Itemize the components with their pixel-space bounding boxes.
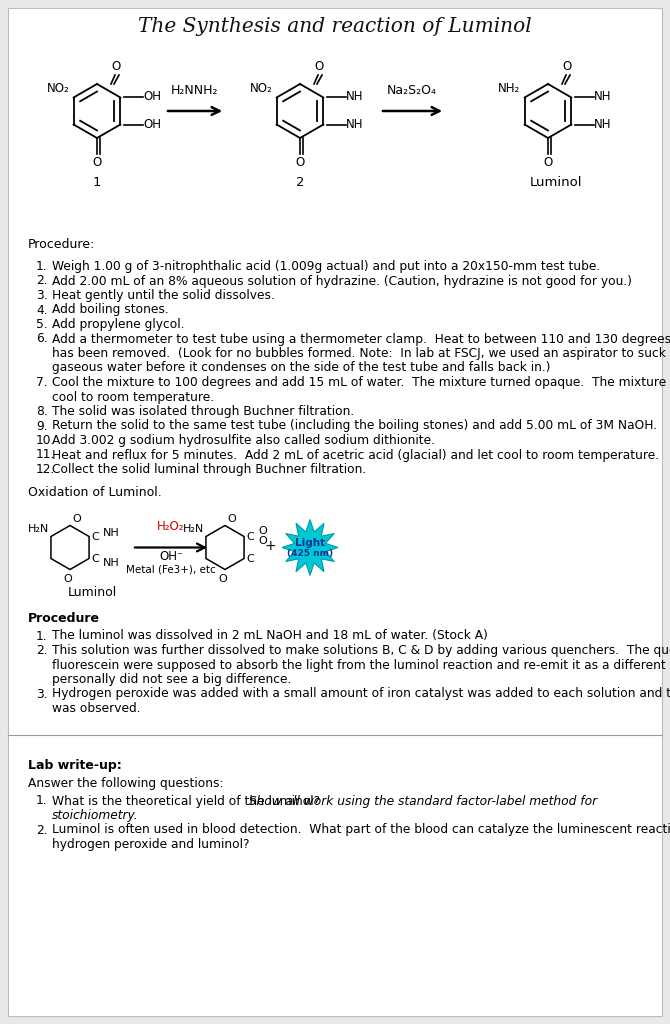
Text: NO₂: NO₂ <box>47 82 70 94</box>
Text: H₂N: H₂N <box>183 524 204 535</box>
Text: O: O <box>111 60 120 73</box>
Text: H₂O₂: H₂O₂ <box>157 520 185 534</box>
Text: Luminol is often used in blood detection.  What part of the blood can catalyze t: Luminol is often used in blood detection… <box>52 823 670 837</box>
Text: NH: NH <box>103 557 120 567</box>
Text: fluorescein were supposed to absorb the light from the luminol reaction and re-e: fluorescein were supposed to absorb the … <box>52 658 670 672</box>
Text: 3.: 3. <box>36 687 48 700</box>
Text: This solution was further dissolved to make solutions B, C & D by adding various: This solution was further dissolved to m… <box>52 644 670 657</box>
Text: H₂NNH₂: H₂NNH₂ <box>172 84 218 97</box>
Text: 1.: 1. <box>36 630 48 642</box>
Text: O: O <box>258 537 267 547</box>
Text: (425 nm): (425 nm) <box>287 549 333 558</box>
Text: The luminol was dissolved in 2 mL NaOH and 18 mL of water. (Stock A): The luminol was dissolved in 2 mL NaOH a… <box>52 630 488 642</box>
Text: 8.: 8. <box>36 406 48 418</box>
Text: Luminol: Luminol <box>68 586 117 598</box>
Text: 1: 1 <box>92 176 101 189</box>
Text: C: C <box>91 554 98 563</box>
Text: OH: OH <box>143 90 161 103</box>
Text: Add 3.002 g sodium hydrosulfite also called sodium dithionite.: Add 3.002 g sodium hydrosulfite also cal… <box>52 434 435 447</box>
Text: H₂N: H₂N <box>27 524 49 535</box>
Text: O: O <box>64 573 72 584</box>
Text: 6.: 6. <box>36 333 48 345</box>
Text: O: O <box>295 156 305 169</box>
Text: personally did not see a big difference.: personally did not see a big difference. <box>52 673 291 686</box>
Text: 10.: 10. <box>36 434 56 447</box>
Text: 2: 2 <box>295 176 304 189</box>
Text: C: C <box>246 531 254 542</box>
Text: 12.: 12. <box>36 463 56 476</box>
Text: has been removed.  (Look for no bubbles formed. Note:  In lab at FSCJ, we used a: has been removed. (Look for no bubbles f… <box>52 347 670 360</box>
Text: OH: OH <box>143 119 161 131</box>
Text: C: C <box>91 531 98 542</box>
Text: Metal (Fe3+), etc: Metal (Fe3+), etc <box>126 564 216 574</box>
Text: Answer the following questions:: Answer the following questions: <box>28 776 224 790</box>
Text: Lab write-up:: Lab write-up: <box>28 759 122 771</box>
Text: Luminol: Luminol <box>530 176 582 189</box>
Text: 5.: 5. <box>36 318 48 331</box>
Text: NH: NH <box>594 119 612 131</box>
Text: 2.: 2. <box>36 274 48 288</box>
Text: O: O <box>72 513 81 523</box>
Text: O: O <box>543 156 553 169</box>
Text: NH: NH <box>346 90 364 103</box>
Text: NH: NH <box>103 527 120 538</box>
Text: Add boiling stones.: Add boiling stones. <box>52 303 169 316</box>
Text: Return the solid to the same test tube (including the boiling stones) and add 5.: Return the solid to the same test tube (… <box>52 420 657 432</box>
Text: was observed.: was observed. <box>52 702 141 715</box>
Text: NH₂: NH₂ <box>498 82 521 94</box>
Text: O: O <box>562 60 572 73</box>
FancyBboxPatch shape <box>8 8 662 1016</box>
Text: Na₂S₂O₄: Na₂S₂O₄ <box>387 84 437 97</box>
Text: gaseous water before it condenses on the side of the test tube and falls back in: gaseous water before it condenses on the… <box>52 361 551 375</box>
Text: O: O <box>92 156 102 169</box>
Text: The Synthesis and reaction of Luminol: The Synthesis and reaction of Luminol <box>138 17 532 36</box>
Text: 11.: 11. <box>36 449 56 462</box>
Text: O: O <box>227 513 236 523</box>
Text: 1.: 1. <box>36 795 48 808</box>
Text: Light: Light <box>295 538 325 548</box>
Polygon shape <box>282 519 338 575</box>
Text: C: C <box>246 554 254 563</box>
Text: Heat gently until the solid dissolves.: Heat gently until the solid dissolves. <box>52 289 275 302</box>
Text: 2.: 2. <box>36 823 48 837</box>
Text: What is the theoretical yield of the luminol?: What is the theoretical yield of the lum… <box>52 795 320 808</box>
Text: Show all work using the standard factor-label method for: Show all work using the standard factor-… <box>241 795 597 808</box>
Text: NO₂: NO₂ <box>250 82 273 94</box>
Text: O: O <box>314 60 323 73</box>
Text: Hydrogen peroxide was added with a small amount of iron catalyst was added to ea: Hydrogen peroxide was added with a small… <box>52 687 670 700</box>
Text: Add 2.00 mL of an 8% aqueous solution of hydrazine. (Caution, hydrazine is not g: Add 2.00 mL of an 8% aqueous solution of… <box>52 274 632 288</box>
Text: 1.: 1. <box>36 260 48 273</box>
Text: 4.: 4. <box>36 303 48 316</box>
Text: Oxidation of Luminol.: Oxidation of Luminol. <box>28 485 161 499</box>
Text: Add propylene glycol.: Add propylene glycol. <box>52 318 184 331</box>
Text: 7.: 7. <box>36 376 48 389</box>
Text: O: O <box>258 526 267 537</box>
Text: NH: NH <box>594 90 612 103</box>
Text: hydrogen peroxide and luminol?: hydrogen peroxide and luminol? <box>52 838 249 851</box>
Text: 9.: 9. <box>36 420 48 432</box>
Text: Weigh 1.00 g of 3-nitrophthalic acid (1.009g actual) and put into a 20x150-mm te: Weigh 1.00 g of 3-nitrophthalic acid (1.… <box>52 260 600 273</box>
Text: Procedure: Procedure <box>28 611 100 625</box>
Text: Procedure:: Procedure: <box>28 238 95 251</box>
Text: Add a thermometer to test tube using a thermometer clamp.  Heat to between 110 a: Add a thermometer to test tube using a t… <box>52 333 670 345</box>
Text: OH⁻: OH⁻ <box>159 550 183 562</box>
Text: O: O <box>218 573 227 584</box>
Text: 2.: 2. <box>36 644 48 657</box>
Text: Heat and reflux for 5 minutes.  Add 2 mL of acetric acid (glacial) and let cool : Heat and reflux for 5 minutes. Add 2 mL … <box>52 449 659 462</box>
Text: stoichiometry.: stoichiometry. <box>52 809 139 822</box>
Text: Cool the mixture to 100 degrees and add 15 mL of water.  The mixture turned opaq: Cool the mixture to 100 degrees and add … <box>52 376 670 389</box>
Text: The solid was isolated through Buchner filtration.: The solid was isolated through Buchner f… <box>52 406 354 418</box>
Text: cool to room temperature.: cool to room temperature. <box>52 390 214 403</box>
Text: Collect the solid luminal through Buchner filtration.: Collect the solid luminal through Buchne… <box>52 463 366 476</box>
Text: +: + <box>265 539 277 553</box>
Text: 3.: 3. <box>36 289 48 302</box>
Text: NH: NH <box>346 119 364 131</box>
